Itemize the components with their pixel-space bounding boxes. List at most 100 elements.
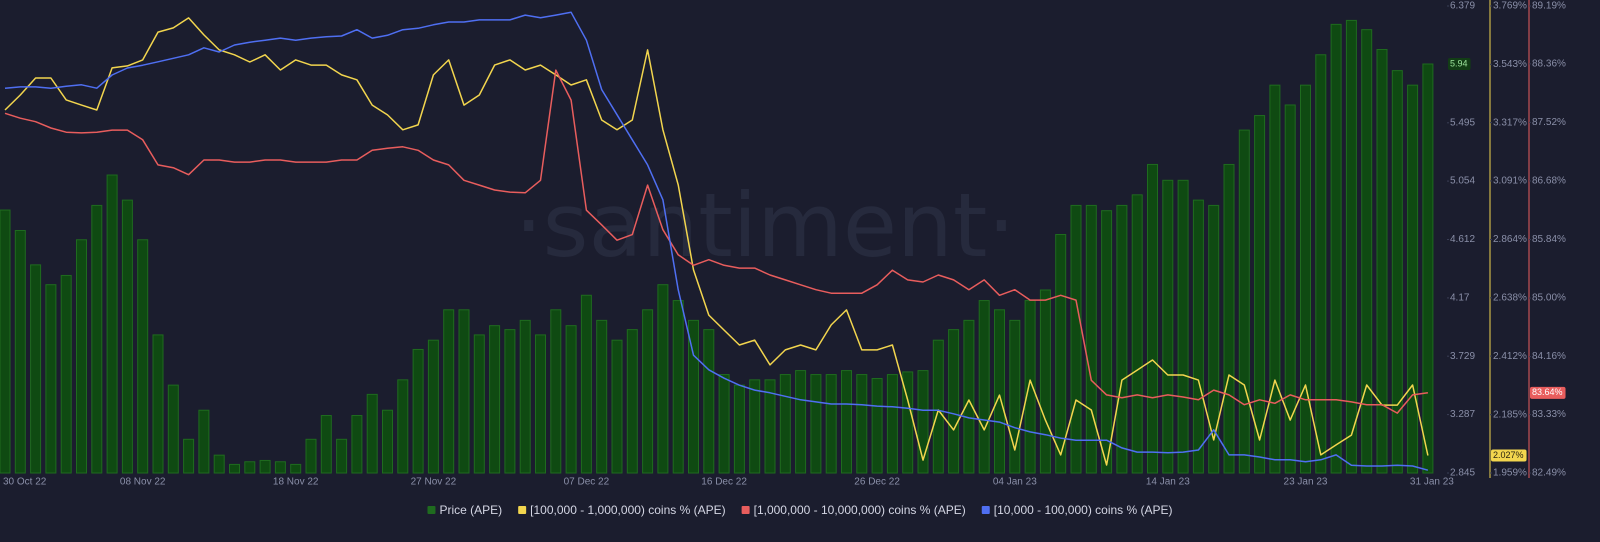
y-tick-label: 5.495 <box>1450 117 1475 128</box>
bar <box>259 459 271 474</box>
y2-tick-label: 3.091% <box>1493 176 1527 187</box>
y-tick-label: 3.729 <box>1450 351 1475 362</box>
y2-tick-label: 2.638% <box>1493 292 1527 303</box>
bar <box>305 438 317 474</box>
last-value-box <box>1491 449 1527 462</box>
y3-tick-label: 87.52% <box>1532 117 1566 128</box>
bar <box>1330 23 1342 474</box>
bar <box>535 334 546 474</box>
bar <box>657 284 669 474</box>
legend: Price (APE) [100,000 - 1,000,000) coins %… <box>427 503 1173 517</box>
y-tick-label: 5.054 <box>1450 176 1475 187</box>
bar <box>244 461 256 474</box>
bar <box>749 379 761 474</box>
bar <box>106 174 118 474</box>
legend-swatch <box>518 506 527 514</box>
bar <box>994 309 1005 474</box>
y3-tick-label: 85.84% <box>1532 234 1566 245</box>
bar <box>1116 204 1128 474</box>
bar <box>504 329 516 474</box>
line <box>4 17 1429 466</box>
bar <box>718 374 730 474</box>
bar <box>1391 70 1403 474</box>
y-tick-label: 4.612 <box>1450 234 1475 245</box>
bar <box>167 384 179 474</box>
bar <box>152 334 164 474</box>
bar <box>596 319 608 474</box>
bar <box>948 329 960 474</box>
x-tick-label: 26 Dec 22 <box>854 477 900 488</box>
legend-label: [1,000,000 - 10,000,000) coins % (APE) <box>754 503 966 517</box>
bar <box>978 300 990 474</box>
y2-tick-label: 3.317% <box>1493 117 1527 128</box>
y2-tick-label: 1.959% <box>1493 468 1527 479</box>
bar <box>580 294 592 474</box>
bar <box>688 319 699 474</box>
bar <box>1223 163 1235 474</box>
legend-swatch <box>981 506 990 514</box>
y3-tick-label: 88.36% <box>1532 58 1566 69</box>
bar <box>703 329 715 474</box>
bar <box>1147 163 1158 474</box>
y3-tick-label: 82.49% <box>1532 468 1566 479</box>
bar <box>366 393 378 474</box>
x-tick-label: 08 Nov 22 <box>120 477 166 488</box>
last-value-label: 5.94 <box>1450 58 1468 68</box>
bar <box>443 309 455 474</box>
last-value-box <box>1530 386 1566 399</box>
bar <box>1300 84 1311 474</box>
bar <box>565 325 577 474</box>
bar <box>672 300 684 474</box>
bar <box>550 309 562 474</box>
y2-tick-label: 2.185% <box>1493 409 1527 420</box>
bar <box>1039 289 1051 474</box>
bar <box>841 370 852 474</box>
bar <box>856 374 868 474</box>
bar <box>14 230 26 474</box>
legend-swatch <box>741 506 750 514</box>
bar <box>1361 29 1373 474</box>
y3-tick-label: 86.68% <box>1532 176 1566 187</box>
x-tick-label: 16 Dec 22 <box>701 477 747 488</box>
bar <box>1208 204 1220 474</box>
bar <box>0 209 11 474</box>
bar <box>30 264 42 474</box>
bar <box>1024 300 1036 474</box>
x-tick-label: 18 Nov 22 <box>273 477 319 488</box>
bar <box>1238 129 1250 474</box>
x-tick-label: 30 Oct 22 <box>3 477 47 488</box>
y3-tick-label: 89.19% <box>1532 1 1566 12</box>
bar <box>336 438 348 474</box>
y2-tick-label: 2.412% <box>1493 351 1527 362</box>
bar <box>886 374 898 474</box>
bar <box>519 319 531 474</box>
y-tick-label: 6.379 <box>1450 1 1475 12</box>
bar <box>1284 104 1296 474</box>
bar <box>1131 194 1143 474</box>
y3-tick-label: 85.00% <box>1532 293 1566 304</box>
legend-label: Price (APE) <box>439 503 502 517</box>
bar <box>290 463 302 474</box>
last-value-label: 2.027% <box>1493 450 1524 460</box>
bar <box>473 334 485 474</box>
bar <box>412 348 424 474</box>
x-tick-label: 04 Jan 23 <box>993 477 1037 488</box>
bar <box>1055 233 1067 474</box>
bar <box>198 409 210 474</box>
bar <box>320 415 332 474</box>
bar <box>489 325 501 474</box>
bar <box>427 339 439 474</box>
bar <box>795 370 807 474</box>
bar <box>1162 179 1174 474</box>
bar <box>642 309 654 474</box>
bar <box>1407 84 1419 474</box>
bar <box>229 463 240 474</box>
y2-tick-label: 2.864% <box>1493 234 1527 245</box>
legend-label: [10,000 - 100,000) coins % (APE) <box>994 503 1173 517</box>
bar <box>1422 63 1434 474</box>
y-tick-label: 3.287 <box>1450 409 1475 420</box>
line <box>4 69 1429 414</box>
bar <box>779 374 791 474</box>
legend-swatch <box>427 506 436 514</box>
